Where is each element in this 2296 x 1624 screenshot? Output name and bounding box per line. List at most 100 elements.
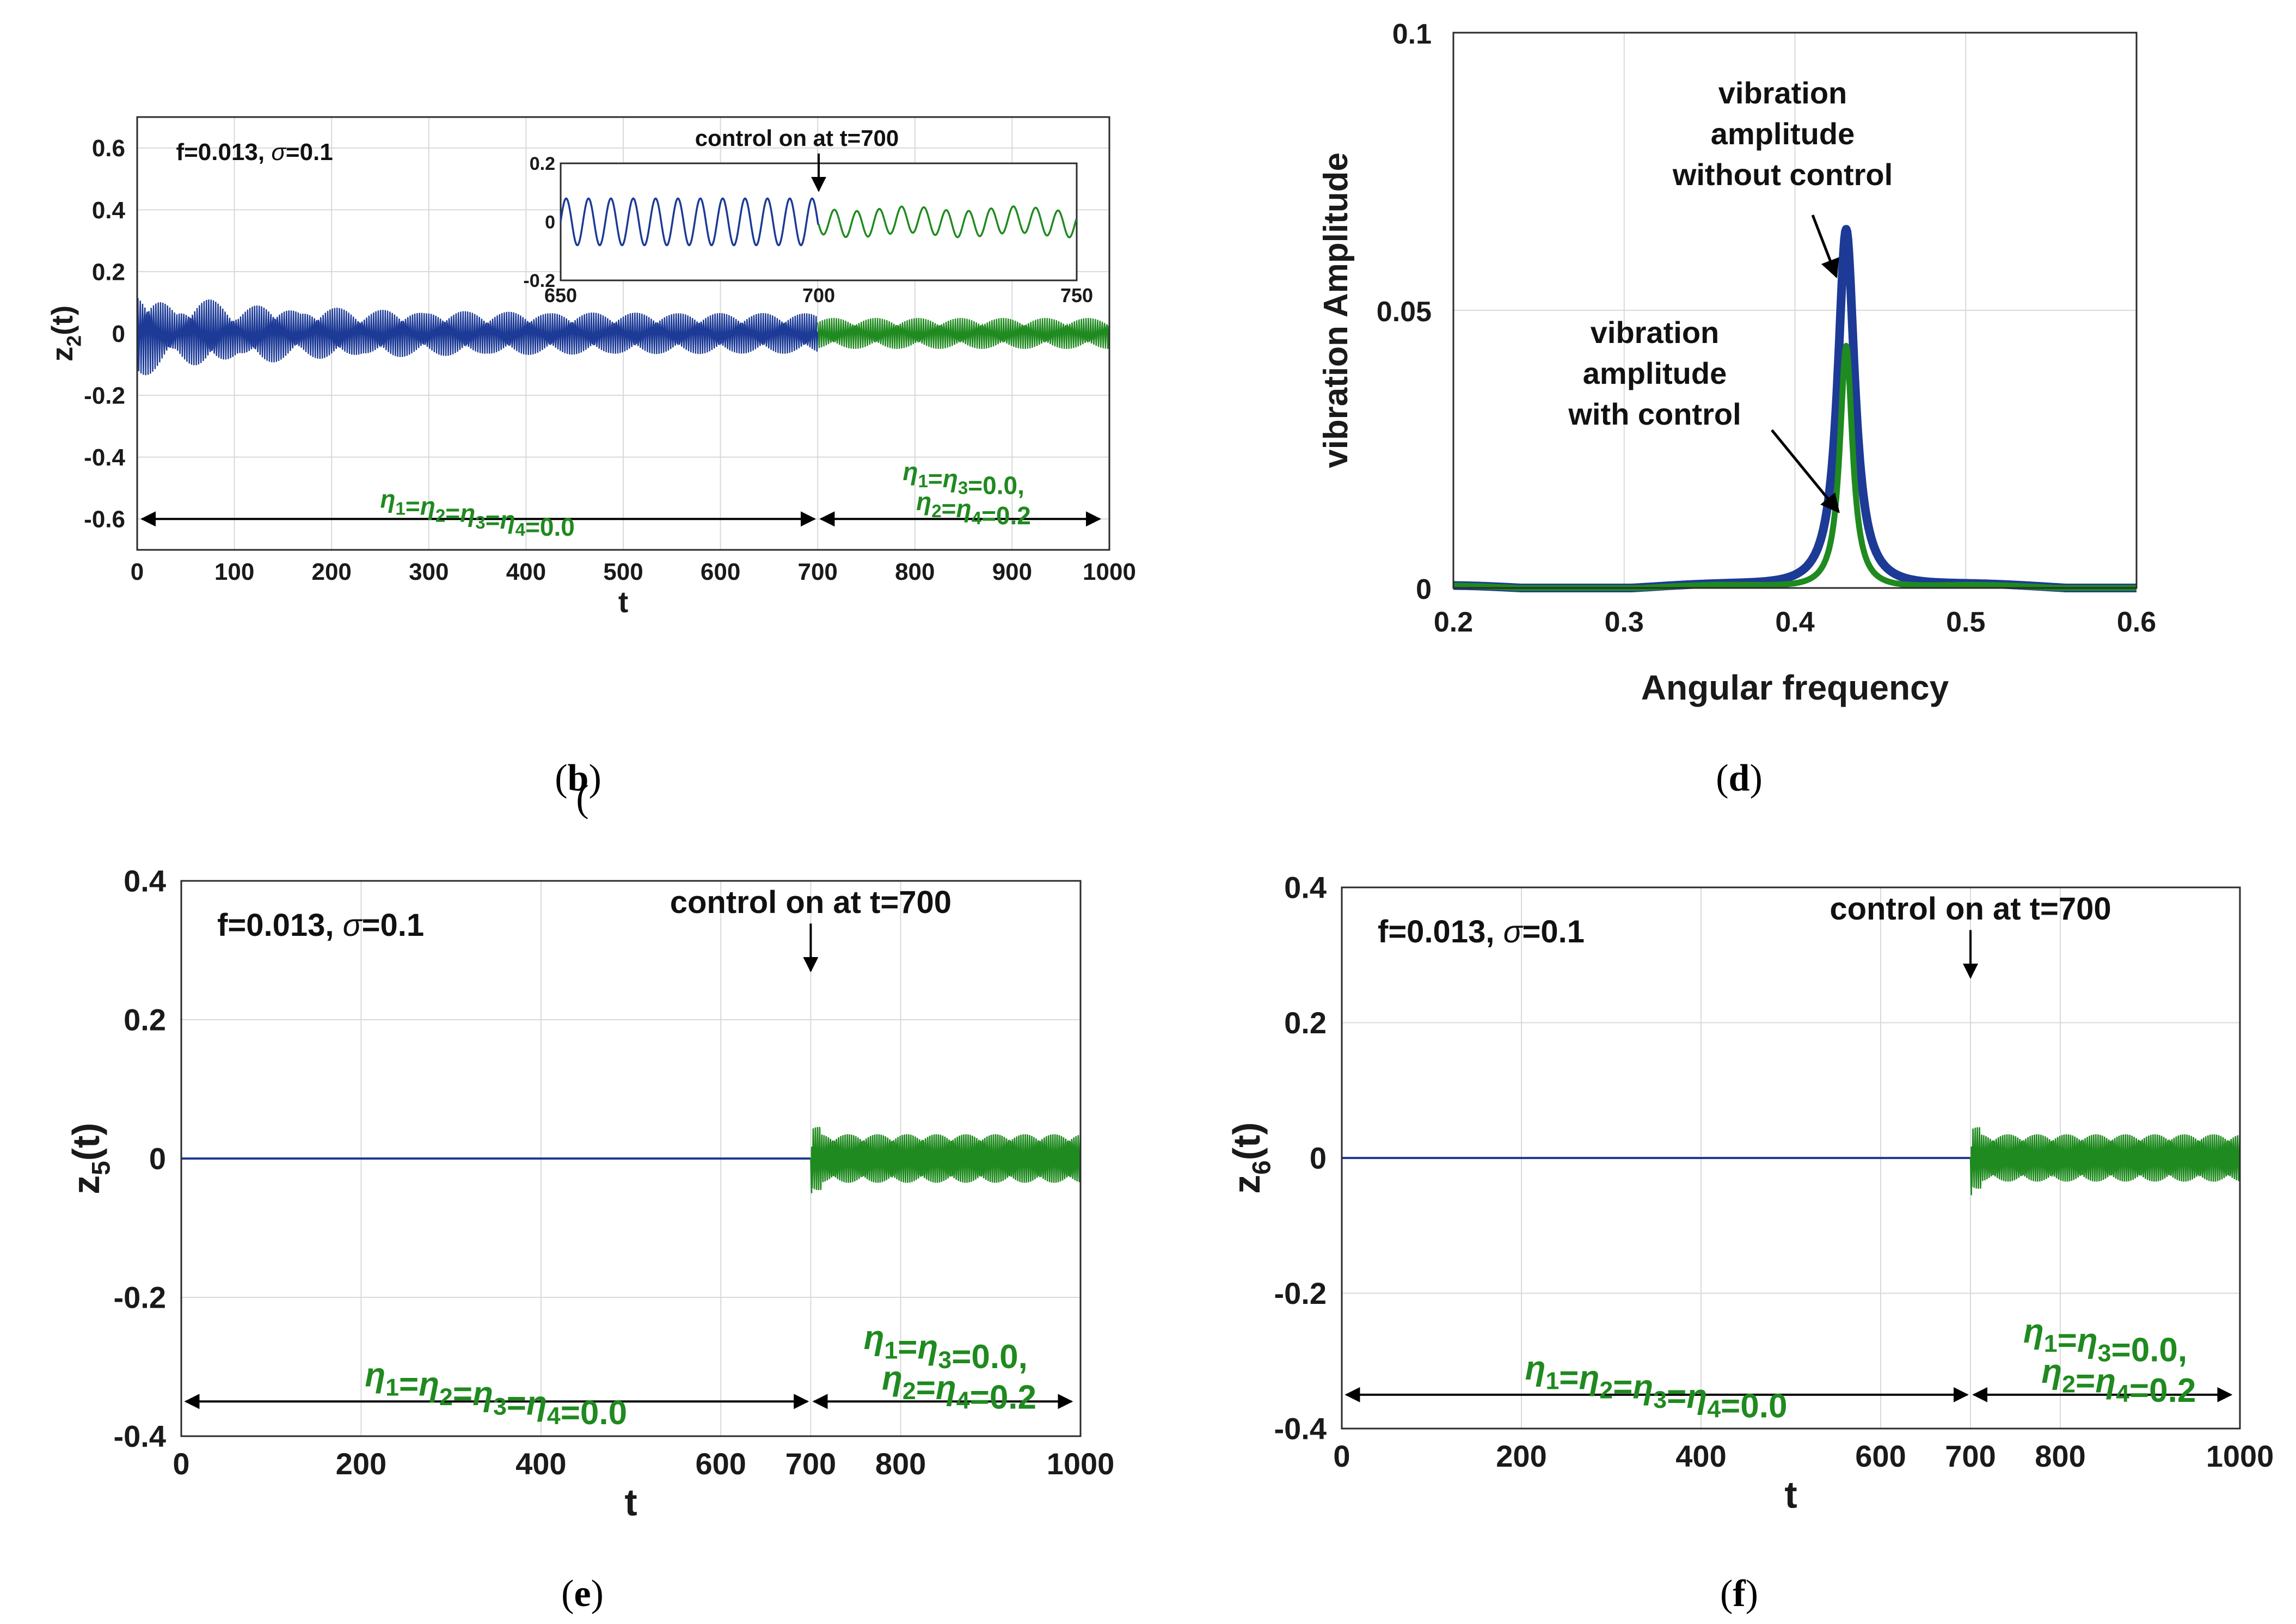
x-tick-label: 0 <box>131 559 144 585</box>
x-tick-label: 800 <box>2035 1439 2085 1473</box>
y-tick-label: 0 <box>112 321 125 347</box>
y-tick-label: -0.4 <box>1274 1412 1327 1446</box>
y-axis-label: z6(t) <box>1225 1122 1276 1193</box>
x-tick-label: 300 <box>409 559 449 585</box>
panel-caption: (f) <box>1720 1573 1758 1615</box>
x-tick-label: 400 <box>506 559 546 585</box>
panel-b-chart: 0 100 200 300 400 500 600 700 800 900 1000 -0.6 -0.4… <box>45 116 1136 820</box>
params-label: f=0.013, σ=0.1 <box>176 139 333 166</box>
x-tick-label: 0.6 <box>2117 606 2156 638</box>
y-tick-label: 0.2 <box>124 1003 166 1037</box>
y-tick-label: -0.4 <box>84 444 125 471</box>
y-tick-label: 0.4 <box>124 864 166 898</box>
inset-x-tick-label: 750 <box>1060 284 1093 307</box>
params-label: f=0.013, σ=0.1 <box>217 908 424 943</box>
control-on-label: control on at t=700 <box>1830 891 2111 927</box>
with-control-label: with control <box>1568 397 1741 431</box>
x-tick-label: 100 <box>214 559 254 585</box>
series-with-control <box>817 318 1110 349</box>
plot-frame <box>136 116 1110 551</box>
caption-b: ( <box>576 778 588 820</box>
x-tick-label: 700 <box>785 1447 836 1481</box>
without-control-label: without control <box>1672 157 1893 192</box>
without-control-arrow <box>1811 215 1839 279</box>
plot-frame <box>1452 32 2138 589</box>
x-tick-label: 700 <box>1945 1439 1996 1473</box>
y-tick-label: 0.6 <box>92 135 125 162</box>
y-tick-label: -0.6 <box>84 506 125 533</box>
y-axis-label: vibration Amplitude <box>1317 152 1355 468</box>
inset-y-tick-label: 0 <box>545 212 555 233</box>
x-tick-label: 1000 <box>2206 1439 2274 1473</box>
series-with-control <box>1969 1127 2240 1196</box>
x-tick-label: 800 <box>895 559 935 585</box>
eta-after-line2: η2=η4=0.2 <box>882 1360 1036 1417</box>
eta-after-line1: η1=η3=0.0, <box>864 1319 1028 1376</box>
x-tick-label: 900 <box>992 559 1032 585</box>
x-tick-label: 700 <box>797 559 837 585</box>
x-axis-label: Angular frequency <box>1641 668 1949 707</box>
y-tick-label: 0.2 <box>92 259 125 285</box>
inset-y-tick-label: -0.2 <box>523 271 555 291</box>
x-tick-label: 0.3 <box>1605 606 1644 638</box>
x-axis-label: t <box>618 585 628 618</box>
x-tick-label: 0 <box>1333 1439 1350 1473</box>
x-tick-label: 400 <box>1675 1439 1726 1473</box>
panel-caption: (b) <box>555 757 601 799</box>
eta-after-line2: η2=η4=0.2 <box>916 487 1031 530</box>
x-tick-label: 200 <box>1496 1439 1546 1473</box>
y-axis-label: z5(t) <box>65 1123 116 1194</box>
y-tick-label: 0.2 <box>1284 1006 1327 1040</box>
inset-series-without-control <box>560 197 819 247</box>
inset-series-with-control <box>818 205 1077 238</box>
x-tick-label: 600 <box>695 1447 746 1481</box>
series-with-control <box>810 1127 1081 1193</box>
inset-x-tick-label: 700 <box>802 284 835 307</box>
params-label: f=0.013, σ=0.1 <box>1378 914 1585 949</box>
control-on-label: control on at t=700 <box>670 885 951 920</box>
y-tick-label: -0.2 <box>114 1280 167 1315</box>
x-tick-label: 500 <box>603 559 643 585</box>
y-tick-label: 0 <box>149 1142 166 1176</box>
eta-before-label: η1=η2=η3=η4=0.0 <box>380 485 575 542</box>
y-tick-label: -0.4 <box>114 1419 167 1454</box>
x-axis-label: t <box>624 1481 637 1524</box>
y-axis-label: z2(t) <box>45 305 85 361</box>
y-tick-label: 0 <box>1416 574 1432 605</box>
panel-f-chart: 0 200 400 600 700 800 1000 -0.4 -0.2 0 0.2 0.4 t z6(t… <box>1225 871 2274 1516</box>
x-tick-label: 200 <box>336 1447 386 1481</box>
inset-y-tick-label: 0.2 <box>530 154 555 174</box>
panel-caption: (d) <box>1716 757 1763 799</box>
y-tick-label: 0.1 <box>1392 19 1432 50</box>
x-tick-label: 600 <box>1855 1439 1906 1473</box>
plot-frame <box>1341 886 2241 1430</box>
with-control-label: amplitude <box>1583 356 1727 390</box>
without-control-label: vibration <box>1718 76 1847 110</box>
y-tick-label: -0.2 <box>84 382 125 409</box>
y-tick-label: 0.4 <box>92 197 126 224</box>
panel-caption: (e) <box>561 1573 604 1615</box>
x-tick-label: 0.4 <box>1775 606 1814 638</box>
panel-e-chart: 0 200 400 600 700 800 1000 -0.4 -0.2 0 0.2 0.4 t z5(t… <box>65 864 1114 1524</box>
x-tick-label: 1000 <box>1047 1447 1115 1481</box>
x-tick-label: 0 <box>173 1447 189 1481</box>
panel-d-chart: 0.2 0.3 0.4 0.5 0.6 0 0.05 0.1 Angular frequency… <box>1317 19 2156 707</box>
without-control-label: amplitude <box>1711 117 1855 151</box>
x-tick-label: 1000 <box>1083 559 1136 585</box>
y-tick-label: 0 <box>1310 1141 1327 1175</box>
series-without-control <box>136 298 819 376</box>
x-tick-label: 200 <box>311 559 351 585</box>
y-tick-label: 0.4 <box>1284 871 1327 905</box>
inset-x-tick-label: 650 <box>544 284 577 307</box>
x-tick-label: 0.5 <box>1946 606 1985 638</box>
with-control-label: vibration <box>1591 315 1719 350</box>
plot-frame <box>180 880 1082 1437</box>
eta-before-label: η1=η2=η3=η4=0.0 <box>365 1356 627 1431</box>
eta-after-line2: η2=η4=0.2 <box>2041 1353 2196 1409</box>
eta-after-line1: η1=η3=0.0, <box>903 457 1024 500</box>
with-control-arrow <box>1771 429 1840 513</box>
eta-after-line1: η1=η3=0.0, <box>2023 1313 2187 1369</box>
x-tick-label: 600 <box>701 559 740 585</box>
x-tick-label: 400 <box>515 1447 566 1481</box>
